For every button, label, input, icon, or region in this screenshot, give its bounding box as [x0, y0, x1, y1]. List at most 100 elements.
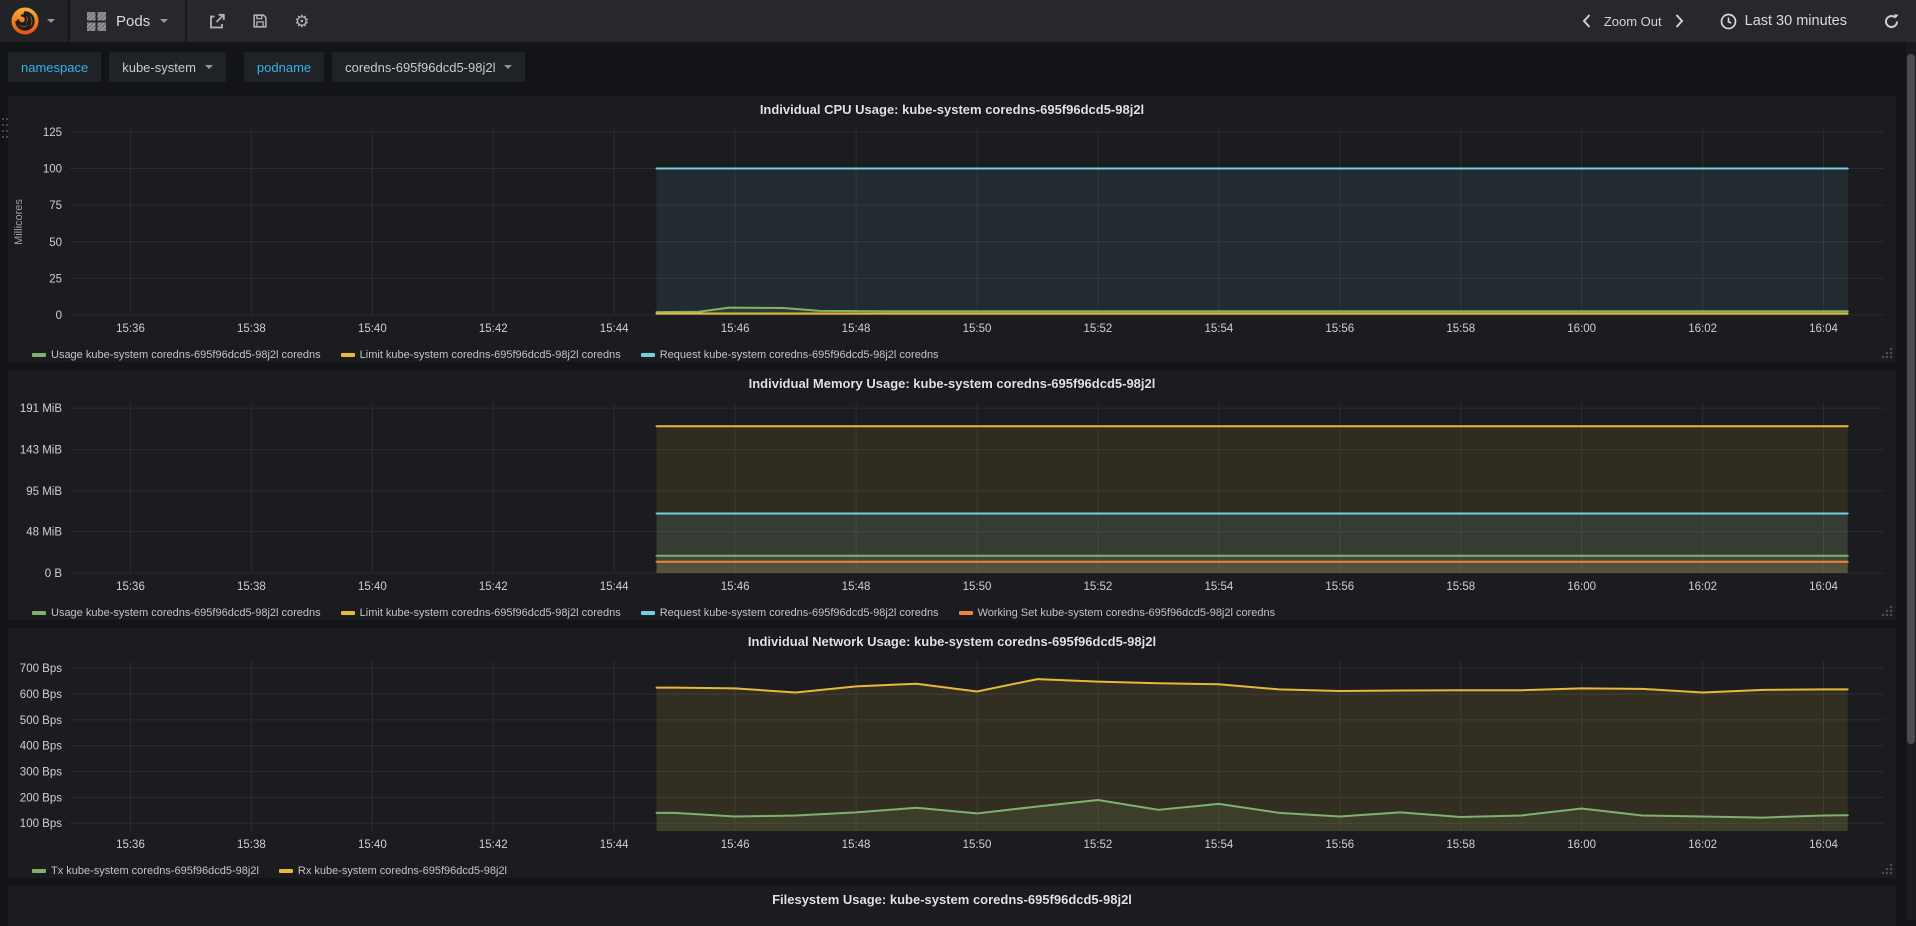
svg-text:15:42: 15:42: [479, 323, 508, 335]
svg-text:500 Bps: 500 Bps: [20, 715, 62, 727]
svg-text:15:40: 15:40: [358, 839, 387, 851]
legend-item[interactable]: Working Set kube-system coredns-695f96dc…: [959, 607, 1276, 619]
apps-grid-icon: [87, 12, 106, 31]
svg-text:15:52: 15:52: [1084, 839, 1113, 851]
svg-text:100 Bps: 100 Bps: [20, 818, 62, 830]
legend-series-swatch: [32, 611, 46, 615]
variable-podname-value[interactable]: coredns-695f96dcd5-98j2l: [332, 52, 525, 82]
svg-text:700 Bps: 700 Bps: [20, 663, 62, 675]
svg-text:48 MiB: 48 MiB: [26, 527, 62, 539]
svg-text:0: 0: [56, 310, 62, 322]
panel-title-cpu[interactable]: Individual CPU Usage: kube-system coredn…: [8, 96, 1896, 121]
svg-text:25: 25: [49, 273, 62, 285]
legend-item[interactable]: Request kube-system coredns-695f96dcd5-9…: [641, 349, 939, 361]
variable-namespace-value[interactable]: kube-system: [109, 52, 226, 82]
time-shift-back-button[interactable]: [1582, 14, 1591, 28]
memory-legend: Usage kube-system coredns-695f96dcd5-98j…: [32, 604, 1896, 622]
gear-icon: ⚙: [294, 13, 309, 30]
scrollbar-thumb[interactable]: [1907, 54, 1915, 744]
panel-network-usage: Individual Network Usage: kube-system co…: [8, 628, 1896, 878]
panel-resize-handle[interactable]: [1881, 863, 1893, 875]
dashboard-picker[interactable]: Pods: [70, 0, 187, 42]
variable-podname: podname coredns-695f96dcd5-98j2l: [244, 52, 526, 82]
svg-text:15:56: 15:56: [1325, 323, 1354, 335]
variable-namespace-label[interactable]: namespace: [8, 52, 101, 82]
legend-item[interactable]: Usage kube-system coredns-695f96dcd5-98j…: [32, 607, 321, 619]
svg-text:15:44: 15:44: [600, 581, 629, 593]
variable-podname-selected: coredns-695f96dcd5-98j2l: [345, 60, 495, 75]
svg-text:15:44: 15:44: [600, 323, 629, 335]
variable-podname-label[interactable]: podname: [244, 52, 324, 82]
settings-button[interactable]: ⚙: [294, 13, 309, 30]
svg-text:15:52: 15:52: [1084, 323, 1113, 335]
refresh-button[interactable]: [1883, 13, 1900, 30]
scrollbar[interactable]: [1906, 42, 1916, 920]
legend-series-swatch: [341, 611, 355, 615]
cpu-legend: Usage kube-system coredns-695f96dcd5-98j…: [32, 346, 1896, 364]
svg-text:15:50: 15:50: [963, 839, 992, 851]
time-range-picker[interactable]: Last 30 minutes: [1720, 13, 1847, 30]
svg-text:600 Bps: 600 Bps: [20, 689, 62, 701]
svg-text:15:46: 15:46: [721, 581, 750, 593]
legend-item[interactable]: Request kube-system coredns-695f96dcd5-9…: [641, 607, 939, 619]
svg-text:15:36: 15:36: [116, 839, 145, 851]
save-button[interactable]: [251, 12, 269, 30]
svg-text:100: 100: [43, 164, 62, 176]
svg-text:16:00: 16:00: [1567, 839, 1596, 851]
dashboard-body: Individual CPU Usage: kube-system coredn…: [0, 92, 1916, 926]
svg-text:15:40: 15:40: [358, 581, 387, 593]
svg-text:16:00: 16:00: [1567, 581, 1596, 593]
svg-text:95 MiB: 95 MiB: [26, 486, 62, 498]
svg-text:15:54: 15:54: [1204, 581, 1233, 593]
svg-text:15:48: 15:48: [842, 323, 871, 335]
svg-text:Millicores: Millicores: [13, 199, 25, 245]
svg-text:15:50: 15:50: [963, 581, 992, 593]
dashboard-actions: ⚙: [187, 12, 309, 31]
svg-text:16:04: 16:04: [1809, 581, 1838, 593]
legend-series-swatch: [341, 353, 355, 357]
svg-text:15:40: 15:40: [358, 323, 387, 335]
svg-text:15:56: 15:56: [1325, 839, 1354, 851]
svg-text:15:58: 15:58: [1446, 839, 1475, 851]
svg-text:15:42: 15:42: [479, 839, 508, 851]
svg-text:15:46: 15:46: [721, 323, 750, 335]
share-button[interactable]: [207, 12, 226, 31]
legend-series-swatch: [32, 869, 46, 873]
legend-series-swatch: [959, 611, 973, 615]
svg-text:15:48: 15:48: [842, 839, 871, 851]
svg-text:15:36: 15:36: [116, 581, 145, 593]
svg-text:50: 50: [49, 237, 62, 249]
time-shift-forward-button[interactable]: [1675, 14, 1684, 28]
legend-item[interactable]: Limit kube-system coredns-695f96dcd5-98j…: [341, 349, 621, 361]
svg-text:16:04: 16:04: [1809, 323, 1838, 335]
panel-cpu-usage: Individual CPU Usage: kube-system coredn…: [8, 96, 1896, 362]
zoom-out-button[interactable]: Zoom Out: [1604, 14, 1662, 29]
variable-namespace: namespace kube-system: [8, 52, 226, 82]
panel-resize-handle[interactable]: [1881, 347, 1893, 359]
time-range-label: Last 30 minutes: [1745, 13, 1847, 29]
svg-text:75: 75: [49, 200, 62, 212]
svg-text:15:42: 15:42: [479, 581, 508, 593]
legend-item[interactable]: Limit kube-system coredns-695f96dcd5-98j…: [341, 607, 621, 619]
svg-text:191 MiB: 191 MiB: [20, 403, 63, 415]
chevron-down-icon: [504, 65, 512, 69]
legend-item[interactable]: Usage kube-system coredns-695f96dcd5-98j…: [32, 349, 321, 361]
panel-title-memory[interactable]: Individual Memory Usage: kube-system cor…: [8, 370, 1896, 395]
chevron-left-icon: [1582, 14, 1591, 28]
legend-series-swatch: [279, 869, 293, 873]
panel-resize-handle[interactable]: [1881, 605, 1893, 617]
panel-title-filesystem[interactable]: Filesystem Usage: kube-system coredns-69…: [8, 886, 1896, 911]
svg-text:15:50: 15:50: [963, 323, 992, 335]
panel-filesystem-usage: Filesystem Usage: kube-system coredns-69…: [8, 886, 1896, 926]
panel-title-network[interactable]: Individual Network Usage: kube-system co…: [8, 628, 1896, 653]
legend-item[interactable]: Tx kube-system coredns-695f96dcd5-98j2l: [32, 865, 259, 877]
svg-text:300 Bps: 300 Bps: [20, 767, 62, 779]
legend-item[interactable]: Rx kube-system coredns-695f96dcd5-98j2l: [279, 865, 507, 877]
dashboard-title: Pods: [116, 13, 150, 30]
svg-text:15:46: 15:46: [721, 839, 750, 851]
grafana-menu-button[interactable]: [0, 0, 70, 42]
svg-text:15:58: 15:58: [1446, 323, 1475, 335]
